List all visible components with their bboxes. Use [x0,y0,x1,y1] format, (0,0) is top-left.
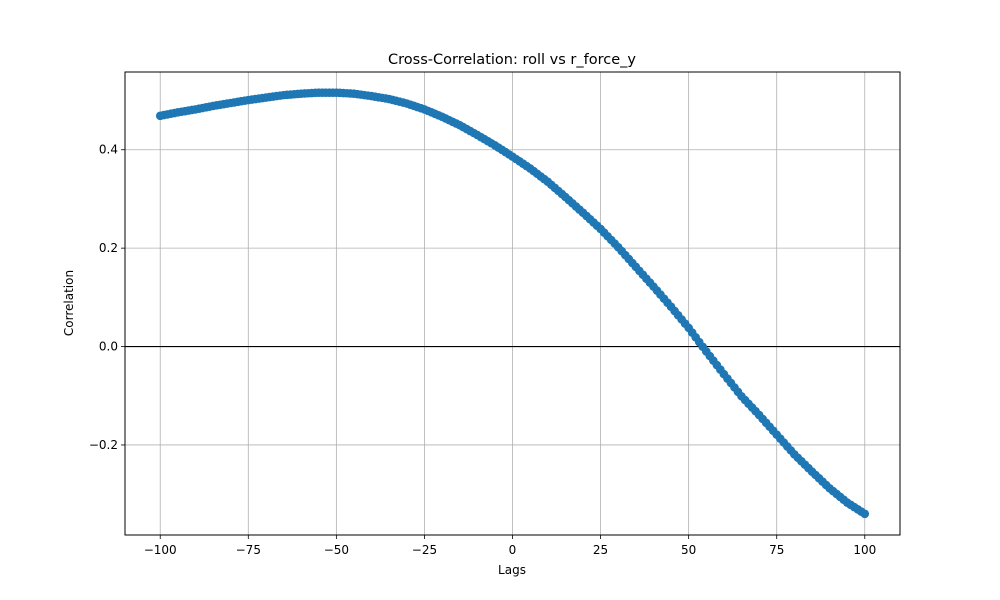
x-tick-label: 100 [853,543,876,557]
x-tick-label: −25 [412,543,437,557]
x-tick-label: 25 [593,543,608,557]
y-tick-label: −0.2 [89,438,118,452]
x-tick-label: 0 [509,543,517,557]
y-tick-label: 0.4 [99,143,118,157]
chart-title: Cross-Correlation: roll vs r_force_y [388,52,636,68]
x-tick-label: −75 [236,543,261,557]
x-axis-ticks: −100 −75 −50 −25 0 25 50 75 100 [144,535,876,557]
x-axis-label: Lags [498,563,526,577]
x-tick-label: 50 [681,543,696,557]
y-axis-label: Correlation [62,270,76,336]
x-tick-label: 75 [769,543,784,557]
x-tick-label: −50 [324,543,349,557]
y-tick-label: 0.2 [99,241,118,255]
data-point [860,509,870,519]
data-points [155,88,870,519]
x-tick-label: −100 [144,543,177,557]
y-tick-label: 0.0 [99,340,118,354]
plot-area [124,71,901,536]
y-axis-ticks: −0.2 0.0 0.2 0.4 [89,143,125,452]
